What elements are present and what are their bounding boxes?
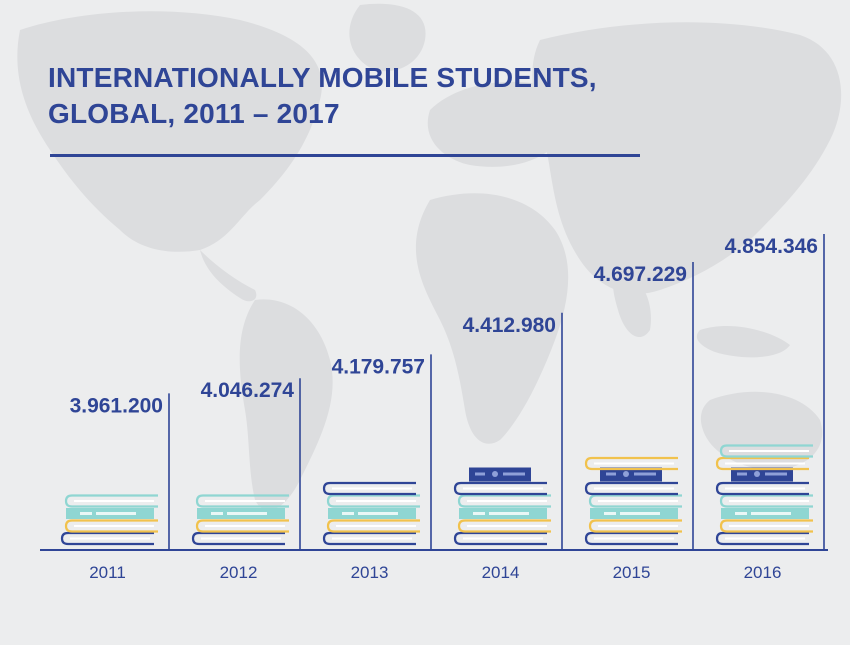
book-icon <box>326 494 420 508</box>
bar-2016: 4.854.346 2016 <box>715 233 825 582</box>
book-icon <box>588 519 682 533</box>
category-label-2015: 2015 <box>613 563 651 582</box>
chart-title: INTERNATIONALLY MOBILE STUDENTS, GLOBAL,… <box>48 60 597 132</box>
book-icon <box>600 467 662 482</box>
book-icon <box>584 531 678 546</box>
book-icon <box>326 519 420 533</box>
book-icon <box>719 519 813 533</box>
book-icon <box>457 519 551 533</box>
bar-2013: 4.179.757 2013 <box>322 354 432 582</box>
value-label-2011: 3.961.200 <box>70 394 163 417</box>
book-icon <box>195 519 289 533</box>
book-icon <box>715 456 809 471</box>
category-label-2012: 2012 <box>220 563 258 582</box>
book-icon <box>322 481 416 496</box>
book-icon <box>453 531 547 546</box>
category-label-2016: 2016 <box>744 563 782 582</box>
book-icon <box>66 508 154 519</box>
book-icon <box>457 494 551 508</box>
chart-title-line2: GLOBAL, 2011 – 2017 <box>48 98 340 129</box>
book-icon <box>584 481 678 496</box>
bar-2014: 4.412.980 2014 <box>453 312 563 582</box>
book-icon <box>195 494 289 508</box>
value-label-2012: 4.046.274 <box>201 379 295 402</box>
category-label-2014: 2014 <box>482 563 520 582</box>
book-icon <box>60 531 154 546</box>
book-icon <box>469 467 531 482</box>
book-icon <box>588 494 682 508</box>
value-label-2014: 4.412.980 <box>463 314 556 337</box>
book-icon <box>715 531 809 546</box>
category-label-2013: 2013 <box>351 563 389 582</box>
category-label-2011: 2011 <box>89 563 126 582</box>
book-icon <box>328 508 416 519</box>
bar-2015: 4.697.229 2015 <box>584 262 694 582</box>
book-icon <box>64 494 158 508</box>
book-icon <box>453 481 547 496</box>
book-icon <box>64 519 158 533</box>
book-icon <box>719 494 813 508</box>
book-icon <box>719 444 813 458</box>
bar-2011: 3.961.200 2011 <box>60 393 170 582</box>
bar-2012: 4.046.274 2012 <box>191 378 301 582</box>
value-label-2016: 4.854.346 <box>725 235 818 258</box>
book-icon <box>584 456 678 471</box>
book-icon <box>322 531 416 546</box>
book-icon <box>590 508 678 519</box>
book-icon <box>731 467 793 482</box>
book-icon <box>721 508 809 519</box>
value-label-2015: 4.697.229 <box>594 263 687 286</box>
book-icon <box>191 531 285 546</box>
value-label-2013: 4.179.757 <box>332 355 425 378</box>
book-icon <box>197 508 285 519</box>
title-underline <box>50 154 640 157</box>
chart-title-line1: INTERNATIONALLY MOBILE STUDENTS, <box>48 62 597 93</box>
book-icon <box>715 481 809 496</box>
book-icon <box>459 508 547 519</box>
